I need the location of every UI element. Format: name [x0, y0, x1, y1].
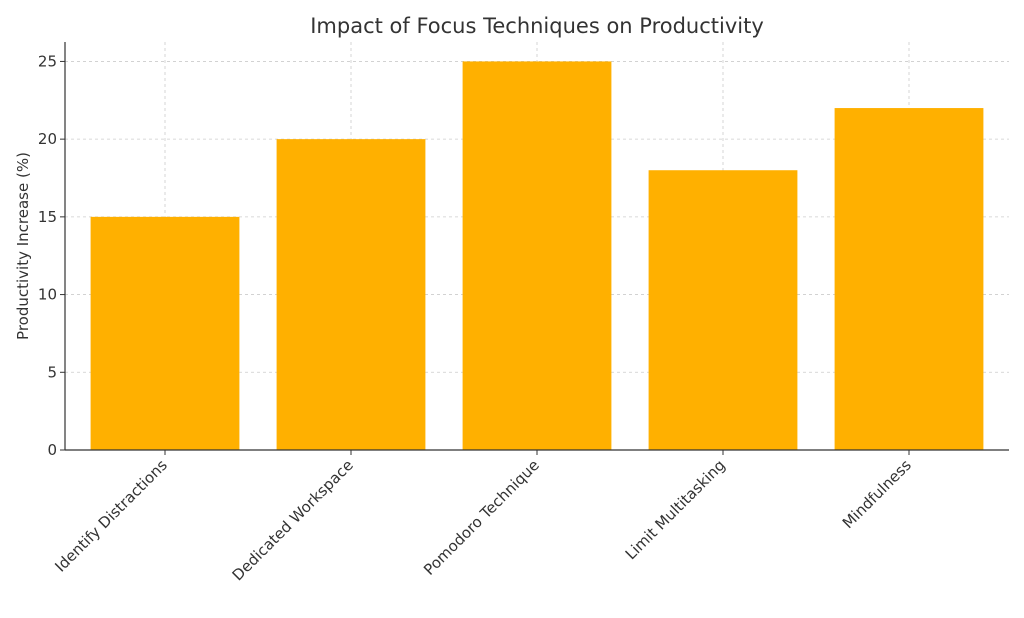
- bar: [462, 61, 612, 451]
- x-tick-label: Mindfulness: [839, 456, 915, 532]
- y-axis-label: Productivity Increase (%): [14, 152, 32, 340]
- y-tick-label: 15: [38, 208, 57, 226]
- x-tick-label: Limit Multitasking: [622, 456, 729, 563]
- x-tick-label: Pomodoro Technique: [420, 456, 543, 579]
- bars: [90, 61, 984, 451]
- bar: [834, 108, 984, 451]
- y-tick-label: 25: [38, 52, 57, 70]
- y-tick-label: 5: [47, 363, 57, 381]
- y-tick-label: 10: [38, 286, 57, 304]
- y-tick-label: 20: [38, 130, 57, 148]
- bar: [648, 170, 798, 450]
- x-tick-label: Identify Distractions: [51, 456, 171, 576]
- bar: [276, 139, 426, 450]
- bar: [90, 216, 240, 450]
- y-tick-label: 0: [47, 441, 57, 459]
- x-tick-label: Dedicated Workspace: [229, 456, 357, 584]
- y-ticks: 0 5 10 15 20 25: [38, 52, 65, 459]
- chart-title: Impact of Focus Techniques on Productivi…: [310, 14, 764, 38]
- x-ticks: Identify Distractions Dedicated Workspace…: [51, 450, 915, 584]
